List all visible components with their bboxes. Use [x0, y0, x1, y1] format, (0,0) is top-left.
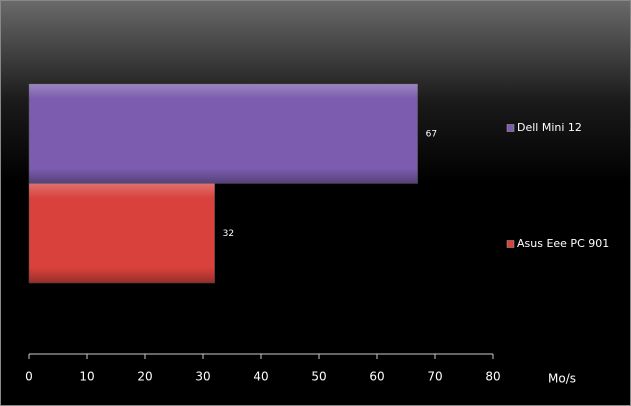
x-axis-label: Mo/s	[548, 372, 576, 386]
x-tick-label: 60	[369, 370, 384, 384]
x-tick-label: 70	[427, 370, 442, 384]
x-tick-label: 0	[25, 370, 33, 384]
x-tick-label: 10	[79, 370, 94, 384]
x-tick-label: 30	[195, 370, 210, 384]
data-label: 67	[426, 129, 437, 139]
bar-shine	[29, 84, 418, 184]
data-label: 32	[223, 229, 234, 239]
legend-label: Dell Mini 12	[517, 121, 582, 134]
legend-swatch	[506, 240, 515, 248]
legend-label: Asus Eee PC 901	[517, 237, 609, 250]
x-tick-label: 40	[253, 370, 268, 384]
x-tick-label: 80	[485, 370, 500, 384]
x-tick-label: 50	[311, 370, 326, 384]
x-tick-label: 20	[137, 370, 152, 384]
bar-shine	[29, 183, 215, 283]
legend-swatch	[506, 124, 515, 132]
